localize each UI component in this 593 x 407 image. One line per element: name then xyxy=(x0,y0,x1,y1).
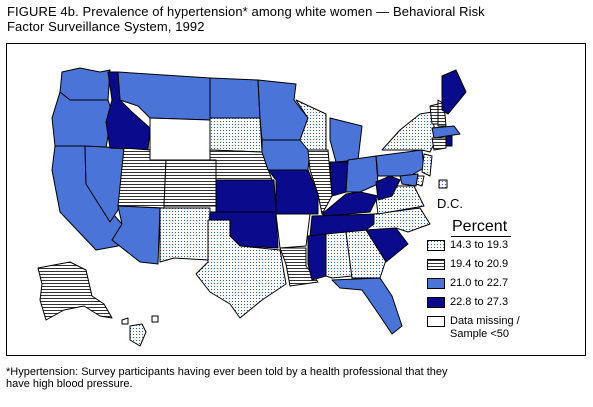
state-new-jersey xyxy=(421,153,433,177)
state-wyoming xyxy=(149,117,211,161)
state-mississippi xyxy=(307,233,327,281)
state-minnesota xyxy=(257,79,309,141)
state-michigan xyxy=(329,117,363,163)
footnote-line-1: *Hypertension: Survey participants havin… xyxy=(6,366,448,378)
legend-title: Percent xyxy=(452,218,508,235)
legend-label-3: 21.0 to 22.7 xyxy=(450,277,509,289)
state-georgia xyxy=(345,229,387,279)
state-dc xyxy=(438,179,448,189)
legend-item-2: 19.4 to 20.9 xyxy=(427,258,587,273)
title-line-1: FIGURE 4b. Prevalence of hypertension* a… xyxy=(7,4,485,19)
legend-label-5: Data missing / Sample <50 xyxy=(450,315,520,341)
state-connecticut xyxy=(431,137,447,151)
state-new-york xyxy=(381,111,437,153)
legend-item-5: Data missing / Sample <50 xyxy=(427,315,587,346)
state-hawaii xyxy=(129,323,147,347)
legend-swatch-dots xyxy=(427,240,445,251)
state-indiana xyxy=(329,161,349,197)
legend-title-underline xyxy=(451,236,511,237)
legend-item-4: 22.8 to 27.3 xyxy=(427,296,587,311)
state-alabama xyxy=(325,231,353,279)
state-rhode-island xyxy=(445,135,453,147)
state-florida xyxy=(331,277,403,335)
legend-item-1: 14.3 to 19.3 xyxy=(427,239,587,254)
figure-title: FIGURE 4b. Prevalence of hypertension* a… xyxy=(7,4,587,34)
footnote: *Hypertension: Survey participants havin… xyxy=(6,366,586,390)
state-south-dakota xyxy=(209,117,263,153)
state-iowa xyxy=(261,139,311,171)
legend-swatch-hlines xyxy=(427,259,445,270)
state-pennsylvania xyxy=(375,149,425,177)
legend-swatch-dark-blue xyxy=(427,297,445,308)
legend-label-2: 19.4 to 20.9 xyxy=(450,258,509,270)
legend-label-4: 22.8 to 27.3 xyxy=(450,296,509,308)
state-north-carolina xyxy=(365,207,431,233)
legend-swatch-white xyxy=(427,316,445,327)
legend-swatch-mid-blue xyxy=(427,278,445,289)
footnote-line-2: have high blood pressure. xyxy=(6,378,133,390)
state-maryland xyxy=(399,173,419,187)
dc-label: D.C. xyxy=(437,196,463,211)
state-louisiana xyxy=(279,247,319,287)
hawaii-island-small-2 xyxy=(121,317,129,325)
state-oregon xyxy=(51,91,113,149)
state-washington xyxy=(59,67,111,101)
state-colorado xyxy=(163,159,217,207)
state-arkansas xyxy=(275,213,311,249)
state-ohio xyxy=(345,155,379,193)
state-texas xyxy=(195,219,287,319)
state-arizona xyxy=(111,205,161,265)
state-missouri xyxy=(267,169,319,215)
state-north-dakota xyxy=(209,77,261,119)
title-line-2: Factor Surveillance System, 1992 xyxy=(7,19,205,34)
state-massachusetts xyxy=(431,125,461,139)
legend-label-5-line1: Data missing / xyxy=(450,315,520,327)
state-maine xyxy=(441,69,467,115)
state-west-virginia xyxy=(375,175,401,201)
map-frame xyxy=(6,43,586,356)
state-new-mexico xyxy=(159,207,211,263)
state-alaska xyxy=(37,261,113,321)
hawaii-island-small xyxy=(151,315,159,323)
legend-label-1: 14.3 to 19.3 xyxy=(450,239,509,251)
state-vermont xyxy=(429,103,439,125)
state-kansas xyxy=(215,179,277,213)
legend-item-3: 21.0 to 22.7 xyxy=(427,277,587,292)
legend-label-5-line2: Sample <50 xyxy=(450,328,510,340)
